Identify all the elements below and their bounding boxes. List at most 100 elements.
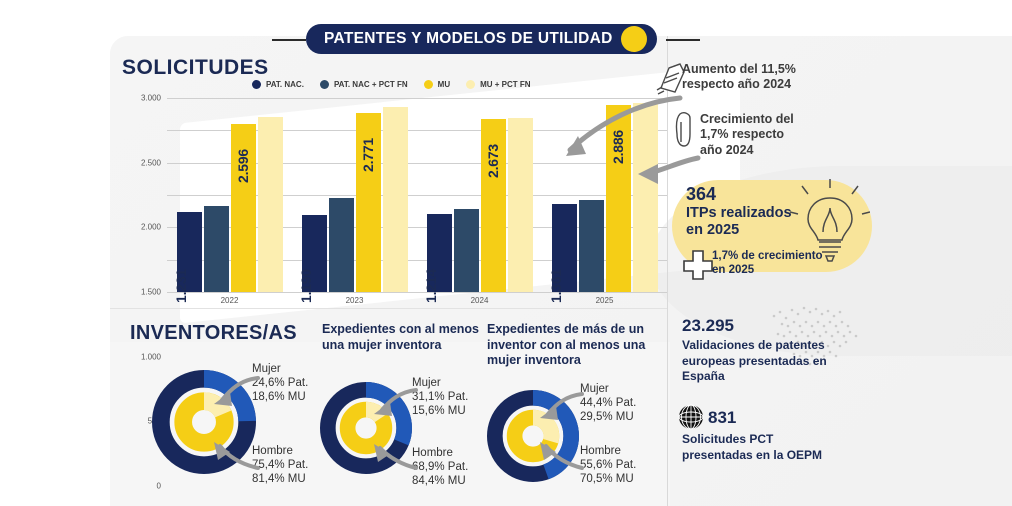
donut-segment-hombre — [174, 392, 234, 452]
chart-bar — [507, 118, 533, 292]
y-axis-tick: 2.000 — [140, 222, 161, 232]
chart-gridline: 2.000 — [141, 162, 667, 232]
donut3-hombre-mu: 70,5% MU — [580, 473, 634, 486]
pct-line1: Solicitudes PCT — [682, 432, 774, 446]
chart-bar: 1.361 — [548, 204, 577, 303]
x-axis-label: 2025 — [595, 296, 614, 305]
banner-title: PATENTES Y MODELOS DE UTILIDAD — [324, 30, 613, 47]
chart-gridline: 3.000 — [141, 94, 667, 103]
chart-bar: 2.596 — [230, 124, 256, 292]
chart-bar-groups: 1.231 2.596 2022 1.190 2.771 2023 1.214 2.673 20… — [167, 98, 667, 305]
donut2-mujer-mu: 15,6% MU — [412, 405, 466, 418]
chart-plot-area: 0 500 1.000 1.500 2.000 2.500 3.000 1.231 2.596 2… — [141, 94, 667, 491]
chart-bar — [257, 117, 283, 292]
donut3-mujer-title: Mujer — [580, 383, 609, 395]
legend-swatch-icon — [466, 80, 476, 89]
chart-gridline: 0 — [157, 292, 667, 491]
horizontal-divider — [110, 308, 667, 309]
chart-bar-value-label: 2.673 — [485, 144, 501, 179]
donut1-mujer-mu: 18,6% MU — [252, 391, 306, 404]
plus-sign-icon — [683, 250, 713, 280]
legend-swatch-icon — [319, 80, 329, 89]
legend-item-2: MU — [423, 80, 450, 89]
pct-line2: presentadas en la OEPM — [682, 447, 823, 462]
vertical-divider — [667, 36, 668, 506]
donut3-mujer-mu: 29,5% MU — [580, 411, 634, 424]
chart-bar-value-label: 2.771 — [360, 137, 376, 172]
legend-label: MU + PCT FN — [480, 80, 531, 89]
note-aumento-line2: respecto año 2024 — [682, 77, 792, 92]
globe-icon — [678, 404, 704, 430]
y-axis-tick: 2.500 — [140, 158, 161, 168]
banner-rule-right — [666, 39, 700, 41]
donut2-hombre-label: Hombre 68,9% Pat. 84,4% MU — [412, 446, 468, 488]
note-aumento: Aumento del 11,5% respecto año 2024 — [682, 62, 796, 93]
donut-chart-2 — [319, 381, 413, 479]
donut3-mujer-pat: 44,4% Pat. — [580, 397, 637, 410]
note-crecimiento: Crecimiento del 1,7% respecto año 2024 — [700, 112, 794, 158]
itps-line1: ITPs realizados — [686, 204, 792, 221]
note-crecimiento-line3: año 2024 — [700, 142, 754, 157]
europe-map-icon — [772, 306, 858, 366]
donut-chart-3 — [486, 389, 580, 487]
donut-segment-mujer — [319, 381, 413, 475]
donut1-hombre-pat: 75,4% Pat. — [252, 459, 309, 472]
donut-svg — [486, 389, 580, 483]
validaciones-line3: España — [682, 369, 725, 384]
note-crecimiento-line2: 1,7% respecto — [700, 127, 785, 142]
donut-segment-mujer — [339, 401, 393, 455]
chart-bar: 1.190 — [298, 215, 327, 303]
y-axis-tick: 3.000 — [140, 93, 161, 103]
x-axis-label: 2022 — [220, 296, 239, 305]
note-aumento-line1: Aumento del 11,5% — [682, 62, 796, 76]
chart-gridline: 1.000 — [141, 227, 667, 361]
chart-group-2024: 1.214 2.673 2024 — [423, 98, 533, 305]
itps-text: 364 ITPs realizados en 2025 — [686, 184, 792, 239]
donut-segment-mujer — [506, 409, 560, 463]
chart-bar: 2.771 — [355, 112, 381, 292]
hand-thumb-icon — [672, 108, 696, 155]
pct-number: 831 — [708, 408, 737, 427]
donut2-hombre-pat: 68,9% Pat. — [412, 461, 469, 474]
chart-group-2023: 1.190 2.771 2023 — [298, 98, 408, 305]
donut1-mujer-pat: 24,6% Pat. — [252, 377, 309, 390]
chart-gridline: 1.500 — [141, 195, 667, 297]
chart-bar — [203, 206, 229, 292]
validaciones-number: 23.295 — [682, 316, 734, 335]
donut2-hombre-title: Hombre — [412, 447, 453, 459]
note-crecimiento-line1: Crecimiento del — [700, 112, 794, 126]
y-axis-tick: 1.500 — [140, 287, 161, 297]
validaciones-text: Validaciones de patentes europeas presen… — [682, 338, 892, 385]
legend-item-0: PAT. NAC. — [252, 80, 304, 89]
chart-bar — [453, 208, 479, 292]
donut-segment-mujer — [486, 389, 580, 483]
donut3-hombre-pat: 55,6% Pat. — [580, 459, 637, 472]
banner-dot-icon — [620, 26, 647, 52]
validaciones-line2: europeas presentadas en — [682, 353, 827, 368]
chart-bar: 2.886 — [605, 105, 631, 292]
donut3-hombre-label: Hombre 55,6% Pat. 70,5% MU — [580, 444, 636, 486]
hand-pointing-icon — [655, 58, 689, 103]
chart-group-2022: 1.231 2.596 2022 — [173, 98, 283, 305]
legend-item-3: MU + PCT FN — [466, 80, 531, 89]
donut1-hombre-mu: 81,4% MU — [252, 473, 306, 486]
column-title-2: Expedientes con al menos una mujer inven… — [322, 322, 479, 352]
legend-label: PAT. NAC + PCT FN — [333, 80, 408, 89]
itps-growth-line1: 1,7% de crecimiento — [712, 250, 823, 262]
legend-swatch-icon — [252, 80, 261, 89]
donut-svg — [152, 370, 256, 474]
chart-bar — [578, 200, 604, 292]
chart-bar-value-label: 2.596 — [235, 149, 251, 184]
donut1-mujer-label: Mujer 24,6% Pat. 18,6% MU — [252, 362, 308, 404]
donut2-mujer-title: Mujer — [412, 377, 441, 389]
chart-bar: 1.231 — [173, 212, 202, 303]
donut3-mujer-label: Mujer 44,4% Pat. 29,5% MU — [580, 382, 636, 424]
itps-line2: en 2025 — [686, 221, 740, 238]
donut-svg — [319, 381, 413, 475]
x-axis-label: 2023 — [345, 296, 364, 305]
x-axis-label: 2024 — [470, 296, 489, 305]
donut1-hombre-label: Hombre 75,4% Pat. 81,4% MU — [252, 444, 308, 486]
chart-legend: PAT. NAC. PAT. NAC + PCT FN MU MU + PCT FN — [252, 80, 531, 89]
donut1-mujer-title: Mujer — [252, 363, 281, 375]
